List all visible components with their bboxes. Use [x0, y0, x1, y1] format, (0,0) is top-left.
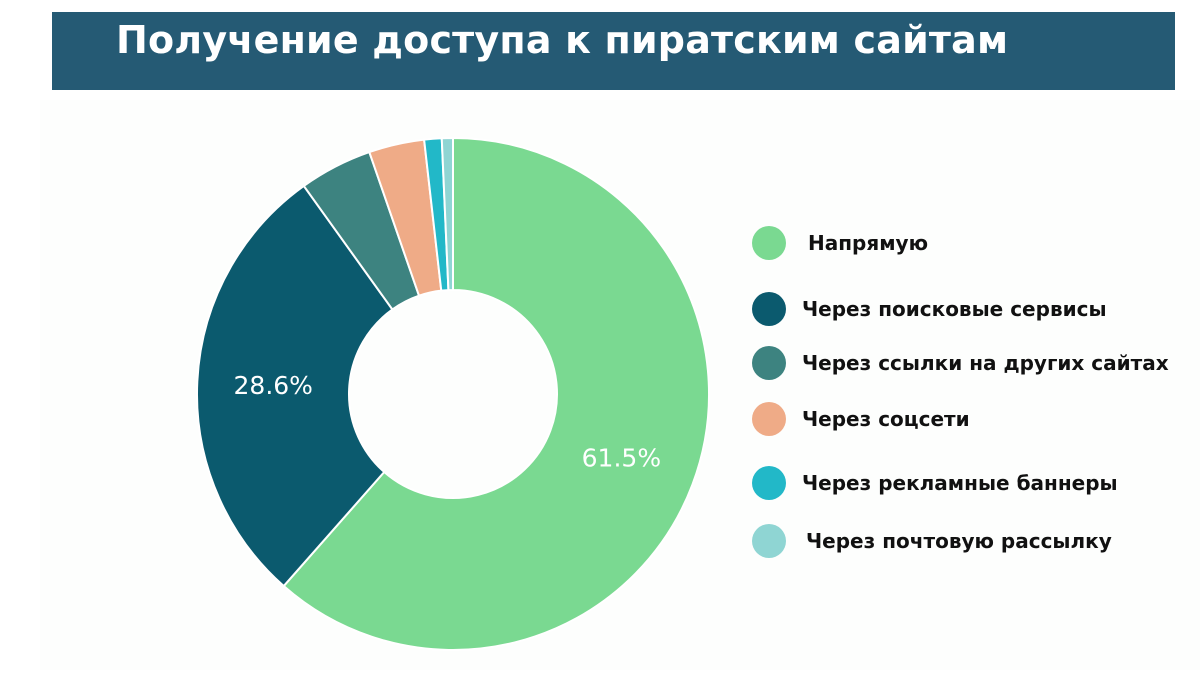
legend-swatch — [752, 466, 786, 500]
donut-slice — [440, 136, 454, 292]
legend-swatch — [752, 226, 786, 260]
legend-label: Через почтовую рассылку — [806, 529, 1112, 553]
chart-panel: 61.5% 28.6% — [40, 100, 1200, 670]
legend-swatch — [752, 292, 786, 326]
donut-slice — [282, 136, 710, 651]
legend-label: Через рекламные баннеры — [802, 471, 1118, 495]
legend-label: Напрямую — [808, 231, 929, 255]
title-banner: Получение доступа к пиратским сайтам — [52, 12, 1175, 90]
donut-slice — [196, 184, 394, 588]
slice-data-label: 28.6% — [234, 371, 313, 400]
legend-label: Через соцсети — [802, 407, 970, 431]
slice-data-label: 61.5% — [582, 444, 661, 473]
page-title: Получение доступа к пиратским сайтам — [116, 18, 1009, 62]
legend-label: Через ссылки на других сайтах — [802, 351, 1169, 375]
legend-swatch — [752, 402, 786, 436]
legend-swatch — [752, 524, 786, 558]
legend-swatch — [752, 346, 786, 380]
donut-chart: 61.5% 28.6% — [196, 136, 710, 651]
legend-label: Через поисковые сервисы — [802, 297, 1107, 321]
